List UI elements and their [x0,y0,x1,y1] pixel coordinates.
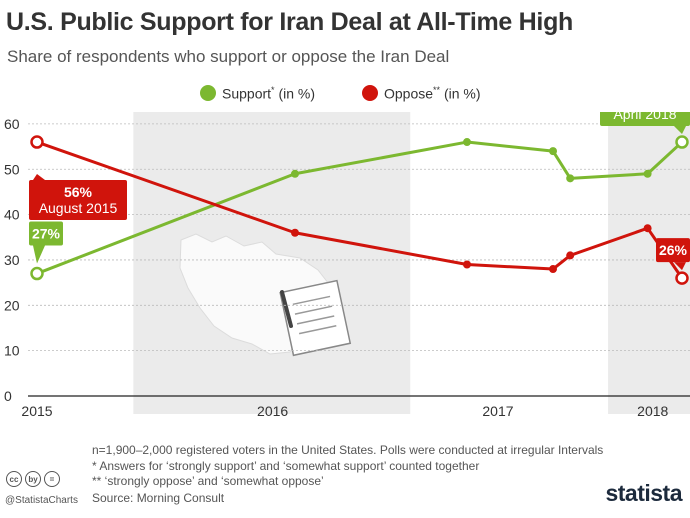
data-point-oppose [30,135,44,149]
line-chart: 0 10 20 30 40 50 60 2015 2016 2017 2018 56%August 2… [4,112,690,419]
data-point-support [30,266,44,281]
license-icons: cc by = [6,471,60,487]
callout-label: August 2015 [39,200,118,216]
data-point-support [463,138,471,147]
footnotes: n=1,900–2,000 registered voters in the U… [92,443,603,490]
chart-subtitle: Share of respondents who support or oppo… [7,47,450,66]
callout-label: April 2018 [613,112,676,122]
y-tick-label: 40 [4,207,20,223]
chart-title: U.S. Public Support for Iran Deal at All… [6,8,574,36]
no-derivatives-icon: = [44,471,60,487]
data-point-oppose [675,271,689,285]
footnote-sample: n=1,900–2,000 registered voters in the U… [92,443,604,457]
legend-item-support: Support* (in %) [200,85,315,102]
legend-support-swatch [200,85,216,102]
data-point-support [291,169,299,178]
data-point-oppose [566,251,575,260]
callout-label: 27% [32,226,61,242]
callout-box [29,180,127,221]
y-tick-label: 30 [4,252,20,268]
legend-oppose-label: Oppose** (in %) [384,85,481,102]
data-point-oppose [463,260,471,269]
callout-pointer [33,174,45,181]
source-note: Source: Morning Consult [92,491,225,505]
y-tick-label: 0 [4,388,12,404]
legend-oppose-swatch [362,85,378,102]
data-point-support [643,169,652,178]
callout-pointer [674,262,686,271]
legend-item-oppose: Oppose** (in %) [362,85,481,102]
data-point-support [566,174,575,183]
callout-box [656,238,690,263]
x-tick-label: 2016 [257,403,288,419]
y-tick-label: 10 [4,343,20,359]
attribution-icon: by [25,471,41,487]
legend-support-label: Support* (in %) [222,85,316,102]
data-point-oppose [643,224,652,233]
x-tick-label: 2017 [482,403,513,419]
callout-label: 56% [64,184,93,200]
pen-icon [280,290,293,328]
footnote-oppose-def: ** ‘strongly oppose’ and ‘somewhat oppos… [92,474,324,488]
callout-pointer [33,245,45,264]
footnote-support-def: * Answers for ‘strongly support’ and ‘so… [92,458,480,473]
data-point-support [675,135,689,149]
statista-logo: statista [605,480,682,506]
callout-pointer [674,126,686,135]
callout-box [29,221,63,246]
y-tick-label: 50 [4,161,20,177]
document-icon [279,279,352,357]
callout-label: 26% [659,242,688,258]
y-tick-label: 20 [4,297,20,313]
legend: Support* (in %) Oppose** (in %) [0,85,690,107]
y-tick-label: 60 [4,116,20,132]
cc-license-icon: cc [6,471,22,487]
data-point-oppose [291,228,299,237]
x-tick-label: 2018 [637,403,668,419]
social-handle: @StatistaCharts [5,495,78,506]
x-tick-label: 2015 [21,403,52,419]
callout-box [600,112,690,127]
data-point-support [549,147,557,156]
data-point-oppose [549,265,557,274]
